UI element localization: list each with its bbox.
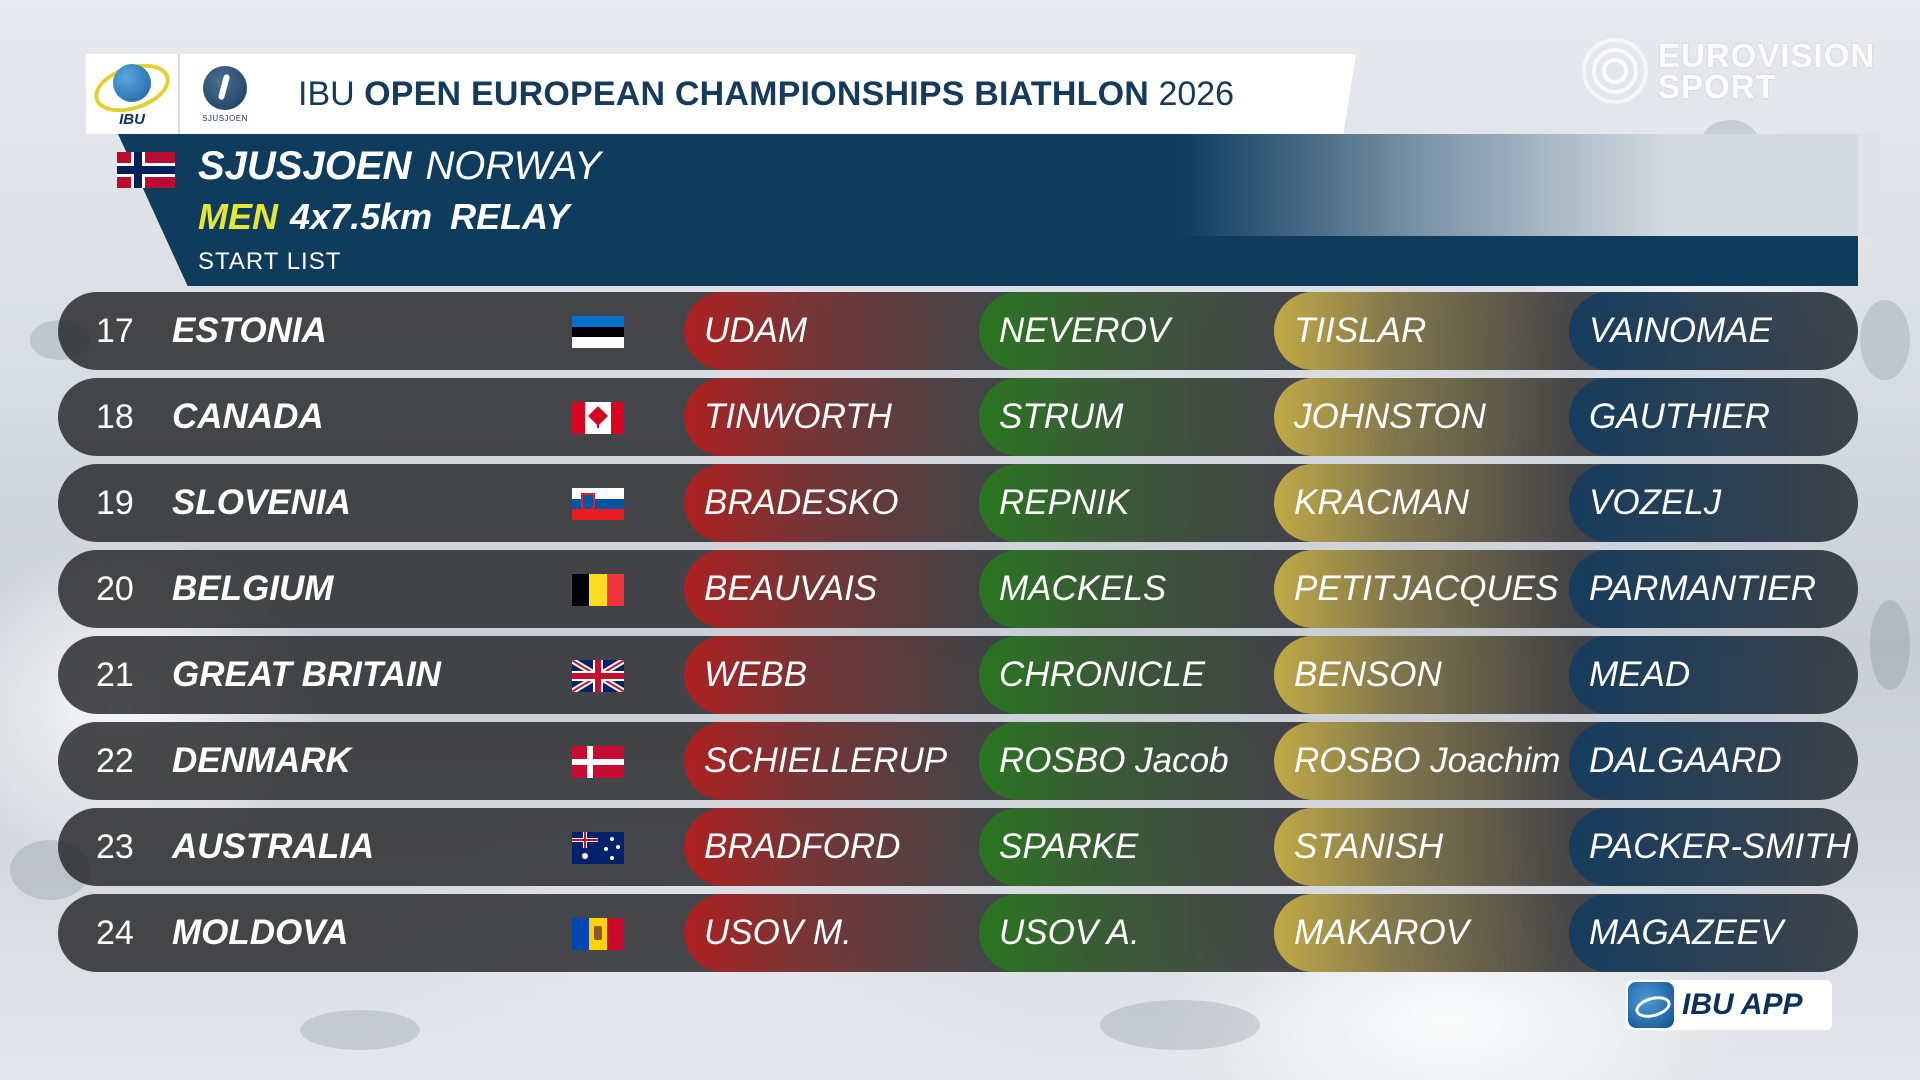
team-name: AUSTRALIA — [172, 827, 375, 866]
venue-line: SJUSJOEN NORWAY — [198, 144, 601, 189]
team-row: 21 GREAT BRITAIN WEBB CHRONICLE BENSON MEAD — [58, 636, 1858, 714]
eurovision-mark-icon — [1582, 38, 1648, 104]
leg-4-athlete: GAUTHIER — [1569, 378, 1858, 456]
title-main: OPEN EUROPEAN CHAMPIONSHIPS BIATHLON — [364, 74, 1149, 113]
great-britain-flag — [572, 660, 624, 692]
leg-1-athlete: WEBB — [684, 636, 984, 714]
team-row: 24 MOLDOVA USOV M. USOV A. MAKAROV MAGAZEEV — [58, 894, 1858, 972]
leg-1-athlete: SCHIELLERUP — [684, 722, 984, 800]
eurovision-line2: SPORT — [1658, 68, 1777, 105]
biathlete-icon — [203, 65, 247, 110]
event-format: RELAY — [450, 196, 570, 237]
team-name: ESTONIA — [172, 311, 327, 350]
moldova-flag — [572, 918, 624, 950]
slovenia-flag — [572, 488, 624, 520]
leg-4-athlete: VOZELJ — [1569, 464, 1858, 542]
championship-title: IBU OPEN EUROPEAN CHAMPIONSHIPS BIATHLON… — [298, 75, 1234, 114]
leg-4-athlete: MEAD — [1569, 636, 1858, 714]
leg-4-athlete: MAGAZEEV — [1569, 894, 1858, 972]
bib-number: 24 — [96, 914, 134, 952]
leg-2-athlete: USOV A. — [979, 894, 1279, 972]
ibu-logo-text: IBU — [119, 111, 145, 128]
leg-4-athlete: DALGAARD — [1569, 722, 1858, 800]
leg-2-athlete: REPNIK — [979, 464, 1279, 542]
team-row: 17 ESTONIA UDAM NEVEROV TIISLAR VAINOMAE — [58, 292, 1858, 370]
list-type: START LIST — [198, 248, 342, 275]
estonia-flag — [572, 316, 624, 348]
leg-3-athlete: BENSON — [1274, 636, 1574, 714]
event-panel-fade — [1180, 134, 1880, 236]
bib-number: 21 — [96, 656, 134, 694]
belgium-flag — [572, 574, 624, 606]
leg-1-athlete: BRADESKO — [684, 464, 984, 542]
leg-2-athlete: ROSBO Jacob — [979, 722, 1279, 800]
team-row: 20 BELGIUM BEAUVAIS MACKELS PETITJACQUES PARM… — [58, 550, 1858, 628]
event-panel-tail — [1450, 236, 1858, 286]
leg-1-athlete: BRADFORD — [684, 808, 984, 886]
team-row: 22 DENMARK SCHIELLERUP ROSBO Jacob ROSBO Joa… — [58, 722, 1858, 800]
leg-3-athlete: MAKAROV — [1274, 894, 1574, 972]
leg-2-athlete: STRUM — [979, 378, 1279, 456]
leg-3-athlete: KRACMAN — [1274, 464, 1574, 542]
denmark-flag — [572, 746, 624, 778]
team-name: SLOVENIA — [172, 483, 351, 522]
bib-number: 18 — [96, 398, 134, 436]
leg-4-athlete: VAINOMAE — [1569, 292, 1858, 370]
event-gender: MEN — [198, 196, 278, 237]
norway-flag — [117, 152, 175, 188]
team-row: 18 CANADA TINWORTH STRUM JOHNSTON GAUTHIER — [58, 378, 1858, 456]
title-bar: IBU SJUSJOEN IBU OPEN EUROPEAN CHAMPIONS… — [86, 54, 1356, 134]
leg-2-athlete: CHRONICLE — [979, 636, 1279, 714]
leg-3-athlete: PETITJACQUES — [1274, 550, 1574, 628]
title-year: 2026 — [1158, 74, 1235, 113]
ibu-app-icon — [1628, 982, 1674, 1028]
leg-2-athlete: NEVEROV — [979, 292, 1279, 370]
ibu-logo: IBU — [86, 54, 178, 134]
leg-3-athlete: STANISH — [1274, 808, 1574, 886]
leg-3-athlete: TIISLAR — [1274, 292, 1574, 370]
bib-number: 22 — [96, 742, 134, 780]
australia-flag — [572, 832, 624, 864]
bib-number: 19 — [96, 484, 134, 522]
eurovision-sport-logo: EUROVISION SPORT — [1582, 38, 1875, 104]
leg-2-athlete: SPARKE — [979, 808, 1279, 886]
team-name: DENMARK — [172, 741, 351, 780]
venue-logo-text: SJUSJOEN — [202, 113, 248, 123]
team-row: 19 SLOVENIA BRADESKO REPNIK KRACMAN VOZELJ — [58, 464, 1858, 542]
leg-1-athlete: USOV M. — [684, 894, 984, 972]
venue-country: NORWAY — [425, 144, 602, 188]
team-name: CANADA — [172, 397, 324, 436]
leg-3-athlete: JOHNSTON — [1274, 378, 1574, 456]
team-row: 23 AUSTRALIA BRADFORD SPARKE STANISH PACKER-S… — [58, 808, 1858, 886]
event-line: MEN 4x7.5km RELAY — [198, 196, 569, 238]
leg-4-athlete: PACKER-SMITH — [1569, 808, 1858, 886]
team-name: BELGIUM — [172, 569, 334, 608]
team-name: MOLDOVA — [172, 913, 349, 952]
start-list: 17 ESTONIA UDAM NEVEROV TIISLAR VAINOMAE 18 CAN… — [58, 292, 1858, 980]
ibu-app-label: IBU APP — [1682, 988, 1803, 1021]
eurovision-line1: EUROVISION — [1658, 37, 1876, 74]
team-name: GREAT BRITAIN — [172, 655, 441, 694]
event-distance: 4x7.5km — [290, 196, 433, 237]
leg-1-athlete: UDAM — [684, 292, 984, 370]
leg-1-athlete: TINWORTH — [684, 378, 984, 456]
leg-4-athlete: PARMANTIER — [1569, 550, 1858, 628]
bib-number: 20 — [96, 570, 134, 608]
ibu-app-badge: IBU APP — [1626, 980, 1832, 1030]
bib-number: 17 — [96, 312, 134, 350]
title-prefix: IBU — [298, 74, 355, 113]
venue-logo: SJUSJOEN — [178, 54, 270, 134]
venue-city: SJUSJOEN — [198, 144, 412, 188]
bib-number: 23 — [96, 828, 134, 866]
leg-2-athlete: MACKELS — [979, 550, 1279, 628]
leg-1-athlete: BEAUVAIS — [684, 550, 984, 628]
canada-flag — [572, 402, 624, 434]
leg-3-athlete: ROSBO Joachim — [1274, 722, 1574, 800]
